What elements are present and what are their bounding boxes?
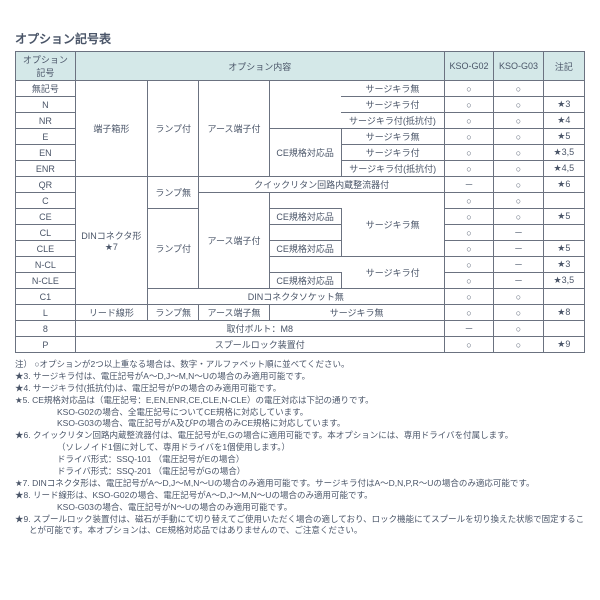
- hdr-g02: KSO-G02: [444, 52, 493, 81]
- note-line: （ソレノイド1個に対して、専用ドライバを1個使用します。）: [57, 442, 585, 454]
- note-line: ★3. サージキラ付は、電圧記号がA～D,J～M,N～Uの場合のみ適用可能です。: [29, 371, 585, 383]
- note-line: ★5. CE規格対応品は（電圧記号：E,EN,ENR,CE,CLE,N-CLE）…: [29, 395, 585, 407]
- note-line: KSO-G03の場合、電圧記号がA及びPの場合のみCE規格に対応しています。: [57, 418, 585, 430]
- option-table: オプション記号 オプション内容 KSO-G02 KSO-G03 注記 無記号 端…: [15, 51, 585, 353]
- table-row: Lリード線形ランプ無アース端子無 サージキラ無 ○○★8: [16, 305, 585, 321]
- hdr-code: オプション記号: [16, 52, 76, 81]
- hdr-content: オプション内容: [75, 52, 444, 81]
- table-row: 8取付ボルト：M8 －○: [16, 321, 585, 337]
- hdr-note: 注記: [543, 52, 584, 81]
- note-line: ★4. サージキラ付(抵抗付)は、電圧記号がPの場合のみ適用可能です。: [29, 383, 585, 395]
- note-line: KSO-G02の場合、全電圧記号についてCE規格に対応しています。: [57, 407, 585, 419]
- note-line: ドライバ形式：SSQ-201 （電圧記号がGの場合）: [57, 466, 585, 478]
- table-title: オプション記号表: [15, 30, 585, 47]
- note-line: ドライバ形式：SSQ-101 （電圧記号がEの場合）: [57, 454, 585, 466]
- table-row: QR DINコネクタ形 ★7 ランプ無 クイックリタン回路内蔵整流器付 －○★6: [16, 177, 585, 193]
- note-line: ★9. スプールロック装置付は、磁石が手動にて切り替えてご使用いただく場合の適し…: [29, 514, 585, 538]
- notes-block: 注） ○オプションが2つ以上重なる場合は、数字・アルファベット順に並べてください…: [15, 359, 585, 537]
- hdr-g03: KSO-G03: [494, 52, 543, 81]
- note-line: ★8. リード線形は、KSO-G02の場合、電圧記号がA～D,J～M,N～Uの場…: [29, 490, 585, 502]
- table-row: Pスプールロック装置付 ○○★9: [16, 337, 585, 353]
- note-line: 注） ○オプションが2つ以上重なる場合は、数字・アルファベット順に並べてください…: [29, 359, 585, 371]
- table-row: 無記号 端子箱形 ランプ付 アース端子付 サージキラ無 ○○: [16, 81, 585, 97]
- note-line: ★7. DINコネクタ形は、電圧記号がA～D,J～M,N～Uの場合のみ適用可能で…: [29, 478, 585, 490]
- note-line: ★6. クイックリタン回路内蔵整流器付は、電圧記号がE,Gの場合に適用可能です。…: [29, 430, 585, 442]
- note-line: KSO-G03の場合、電圧記号がN～Uの場合のみ適用可能です。: [57, 502, 585, 514]
